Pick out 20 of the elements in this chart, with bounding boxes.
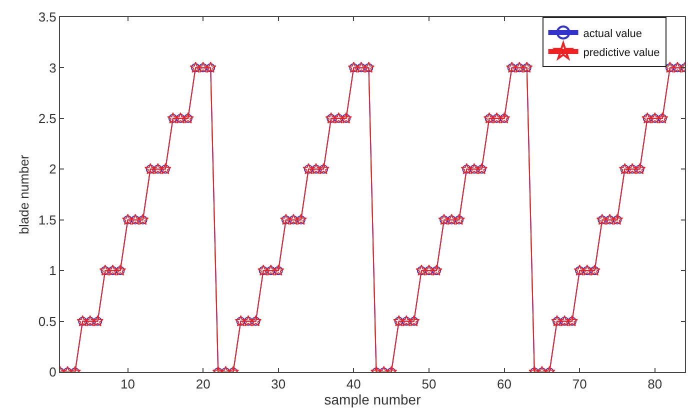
y-tick-label: 1 (49, 263, 56, 278)
y-axis-title: blade number (16, 154, 32, 234)
x-tick-label: 80 (648, 376, 662, 392)
y-tick-label: 3.5 (38, 10, 56, 25)
y-tick-label: 2 (49, 162, 56, 177)
y-tick-label: 1.5 (38, 212, 56, 228)
x-tick-label: 70 (572, 376, 587, 392)
x-tick-label: 30 (271, 376, 286, 392)
y-tick-label: 3 (49, 60, 56, 76)
y-tick-label: 0.5 (38, 314, 56, 329)
x-tick-label: 20 (196, 376, 210, 392)
legend-label: actual value (583, 28, 642, 40)
x-tick-label: 10 (120, 376, 136, 392)
y-tick-label: 0 (49, 364, 56, 380)
y-tick-label: 2.5 (38, 110, 56, 126)
x-tick-label: 40 (346, 376, 361, 392)
x-tick-label: 60 (497, 376, 512, 392)
x-axis-title: sample number (324, 392, 422, 408)
x-tick-label: 50 (422, 376, 436, 392)
legend-label: predictive value (583, 46, 660, 59)
